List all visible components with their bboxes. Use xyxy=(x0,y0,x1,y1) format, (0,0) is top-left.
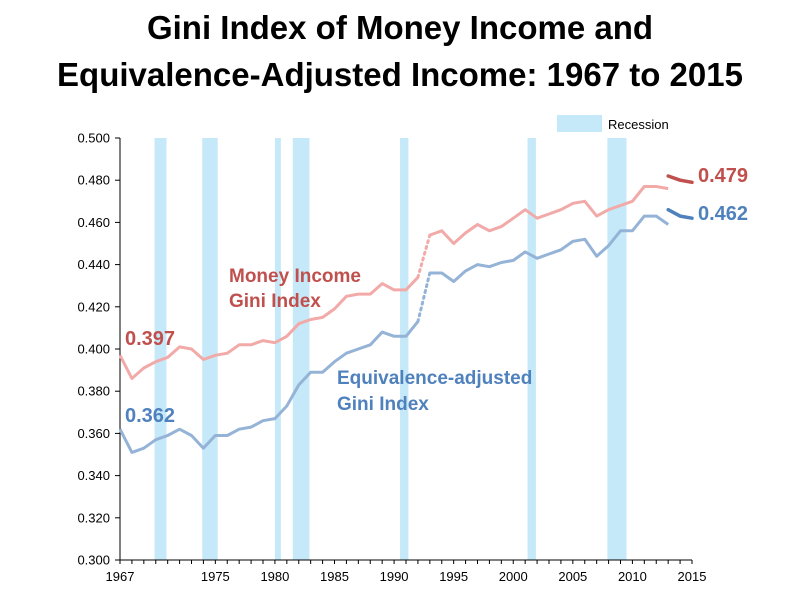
series-0-line-early xyxy=(118,276,419,380)
x-tick-label-1: 1975 xyxy=(201,569,230,584)
y-tick-label-1: 0.320 xyxy=(77,510,110,525)
x-tick-label-5: 1995 xyxy=(439,569,468,584)
series-0-line-late xyxy=(429,185,669,245)
x-tick-label-7: 2005 xyxy=(558,569,587,584)
y-tick-label-4: 0.380 xyxy=(77,384,110,399)
equiv-start-value-label: 0.362 xyxy=(125,405,175,427)
recession-band-0 xyxy=(154,138,167,560)
y-tick-label-0: 0.300 xyxy=(77,553,110,568)
money-start-value-label: 0.397 xyxy=(125,328,175,350)
series-1-line-early xyxy=(118,320,420,454)
x-tick-label-3: 1985 xyxy=(320,569,349,584)
y-tick-label-9: 0.480 xyxy=(77,173,110,188)
series-0-line-bridge xyxy=(416,233,432,279)
x-tick-label-6: 2000 xyxy=(499,569,528,584)
y-tick-label-7: 0.440 xyxy=(77,257,110,272)
chart-title-line-2: Equivalence-Adjusted Income: 1967 to 201… xyxy=(57,56,743,93)
series-1-line-late xyxy=(429,214,670,283)
equiv-end-value-label: 0.462 xyxy=(698,203,748,225)
recession-band-4 xyxy=(400,138,409,560)
money-end-value-label: 0.479 xyxy=(698,165,748,187)
y-tick-label-8: 0.460 xyxy=(77,215,110,230)
x-tick-label-9: 2015 xyxy=(678,569,707,584)
recession-band-6 xyxy=(607,138,627,560)
y-tick-label-2: 0.340 xyxy=(77,468,110,483)
series-1-line-recent xyxy=(666,207,694,220)
recession-band-1 xyxy=(202,138,218,560)
x-tick-label-4: 1990 xyxy=(380,569,409,584)
recession-band-5 xyxy=(527,138,536,560)
series-0-line-recent xyxy=(666,174,694,185)
money-series-label-line-2: Gini Index xyxy=(229,291,321,312)
x-tick-label-0: 1967 xyxy=(106,569,135,584)
legend-label: Recession xyxy=(608,117,669,132)
x-tick-label-8: 2010 xyxy=(618,569,647,584)
x-tick-label-2: 1980 xyxy=(260,569,289,584)
series-1-line-bridge xyxy=(416,271,432,324)
chart-title-line-1: Gini Index of Money Income and xyxy=(146,9,654,46)
y-tick-label-10: 0.500 xyxy=(77,131,110,146)
y-tick-label-6: 0.420 xyxy=(77,299,110,314)
legend-swatch xyxy=(557,115,602,132)
y-tick-label-3: 0.360 xyxy=(77,426,110,441)
equiv-series-label-line-1: Equivalence-adjusted xyxy=(337,368,532,389)
recession-band-2 xyxy=(274,138,281,560)
recession-band-3 xyxy=(292,138,310,560)
y-tick-label-5: 0.400 xyxy=(77,342,110,357)
equiv-series-label-line-2: Gini Index xyxy=(337,394,429,415)
money-series-label-line-1: Money Income xyxy=(229,266,361,287)
